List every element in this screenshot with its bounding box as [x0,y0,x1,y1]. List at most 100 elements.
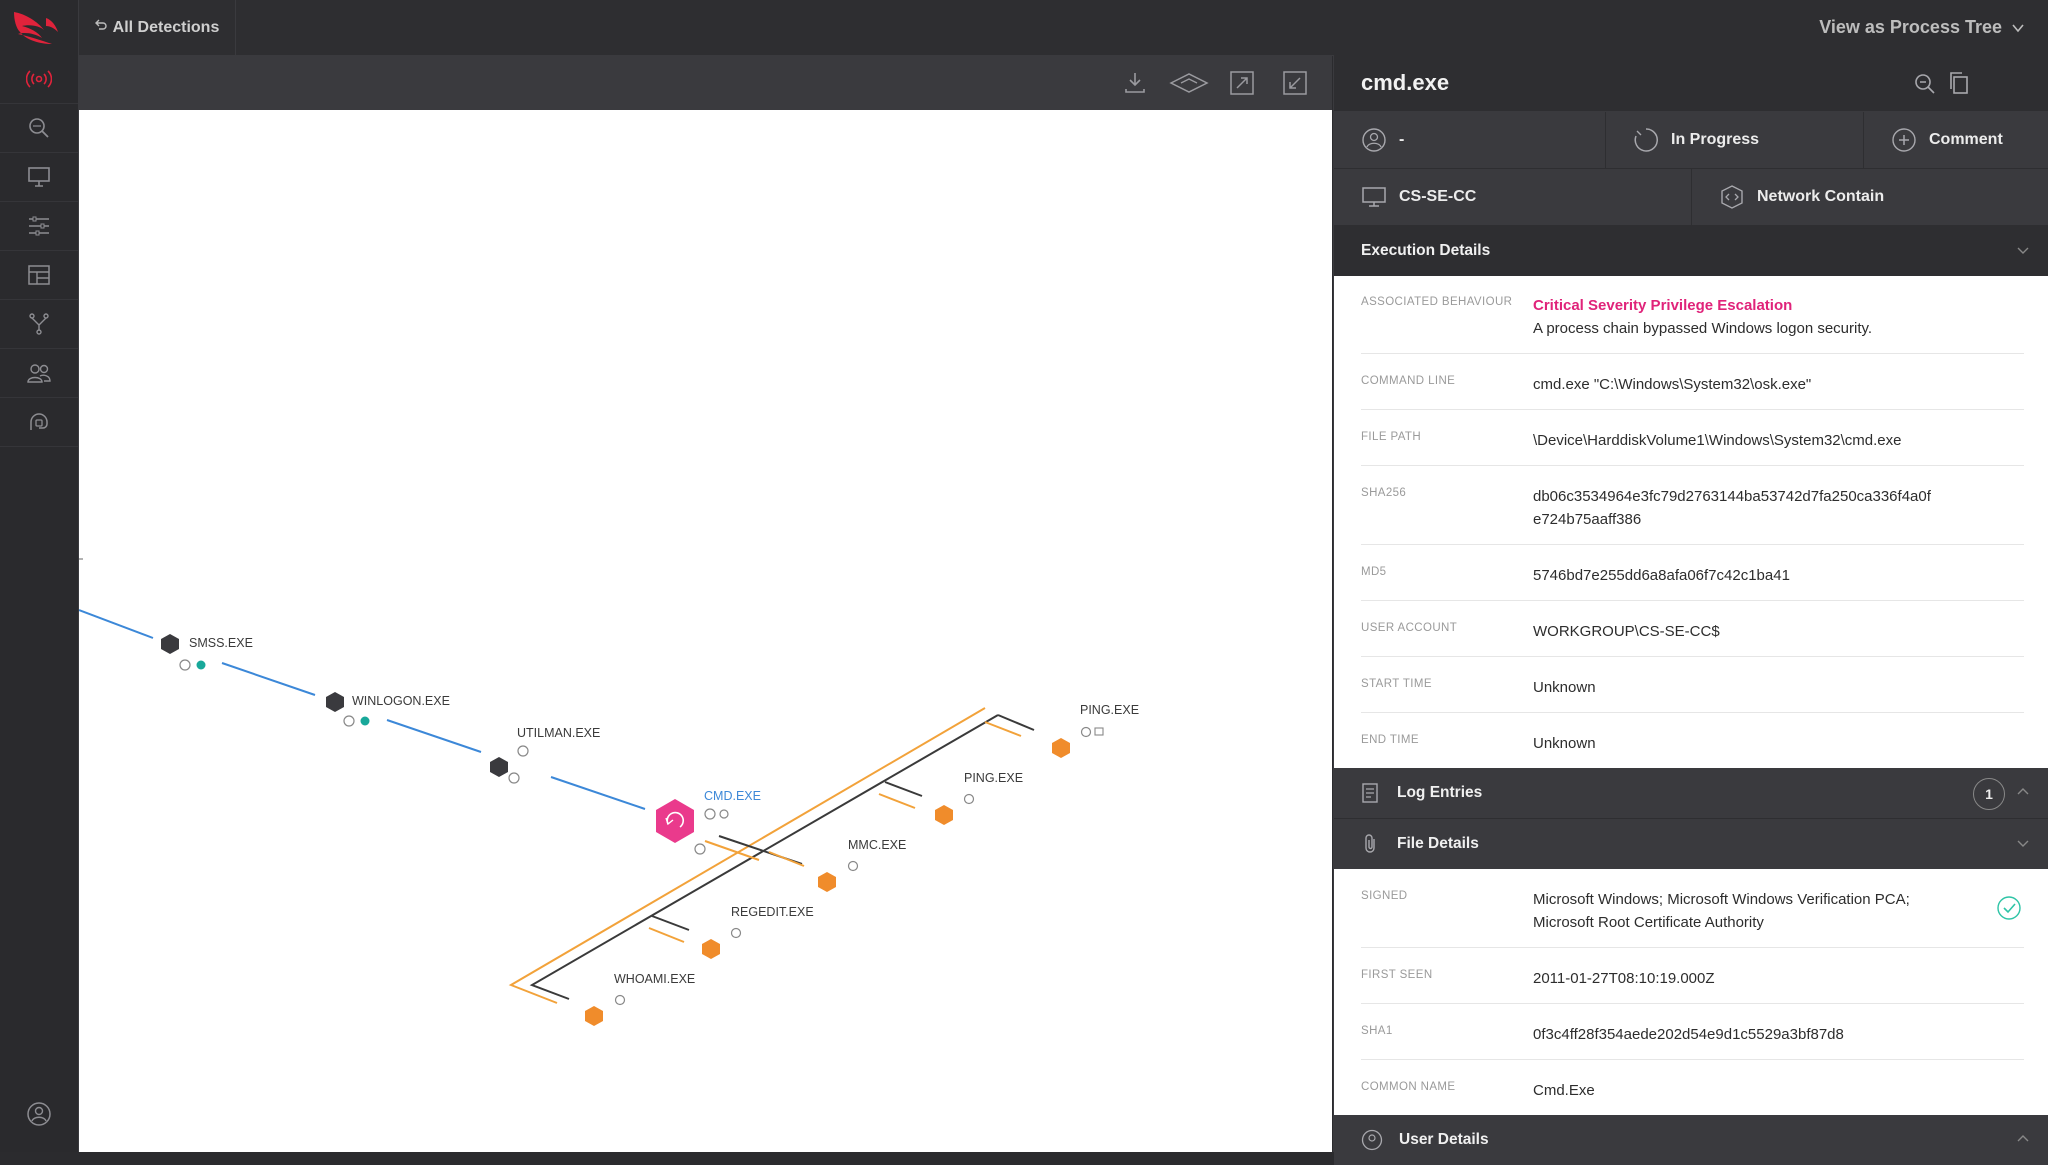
detail-value: WORKGROUP\CS-SE-CC$ [1533,623,1720,640]
sidebar-item-hosts[interactable] [0,153,78,202]
detail-key: SHA1 [1361,1025,1393,1037]
host-icon [28,167,50,187]
sidebar-item-investigate[interactable] [0,104,78,153]
detail-value: 2011-01-27T08:10:19.000Z [1533,970,1715,987]
detail-value[interactable]: db06c3534964e3fc79d2763144ba53742d7fa250… [1533,488,1931,528]
detail-key: MD5 [1361,566,1387,578]
sidebar-item-configuration[interactable] [0,202,78,251]
comment-button[interactable]: Comment [1864,112,2048,168]
detail-md5: MD5 5746bd7e255dd6a8afa06f7c42c1ba41 [1361,545,2024,601]
detail-sha1: SHA1 0f3c4ff28f354aede202d54e9d1c5529a3b… [1361,1004,2024,1060]
sidebar-item-account[interactable] [0,1090,78,1138]
detail-associated-behaviour: ASSOCIATED BEHAVIOUR Critical Severity P… [1361,276,2024,354]
download-icon[interactable] [1122,70,1148,96]
node-whoami-label: WHOAMI.EXE [614,972,695,986]
expand-icon[interactable] [1229,70,1255,96]
detail-user-account: USER ACCOUNT WORKGROUP\CS-SE-CC$ [1361,601,2024,657]
panel-title: cmd.exe [1361,70,1450,95]
node-regedit[interactable]: REGEDIT.EXE [702,905,814,959]
node-regedit-label: REGEDIT.EXE [731,905,814,919]
detail-key: ASSOCIATED BEHAVIOUR [1361,296,1513,308]
detail-first-seen: FIRST SEEN 2011-01-27T08:10:19.000Z [1361,948,2024,1004]
process-graph-canvas[interactable]: SMSS.EXE WINLOGON.EXE UTILMAN.EXE CMD.EX… [79,110,1332,1152]
detail-value: Microsoft Windows; Microsoft Windows Ver… [1533,891,1910,931]
panel-header: cmd.exe [1334,55,2048,112]
chevron-down-icon [2017,242,2029,260]
sidebar-item-support[interactable] [0,398,78,447]
top-bar: All Detections View as Process Tree [0,0,2048,56]
assignee-selector[interactable]: - [1334,112,1606,168]
search-icon [29,118,49,138]
view-as-dropdown[interactable]: View as Process Tree [1819,0,2024,55]
node-mmc[interactable]: MMC.EXE [818,838,906,892]
node-cmd-selected[interactable]: CMD.EXE [656,789,761,855]
activity-icon [26,70,52,88]
node-ping-1-label: PING.EXE [1080,703,1139,717]
detail-key: USER ACCOUNT [1361,622,1458,634]
detail-value[interactable]: 5746bd7e255dd6a8afa06f7c42c1ba41 [1533,567,1790,584]
child-links [508,707,1035,1004]
detail-start-time: START TIME Unknown [1361,657,2024,713]
sidebar-item-users[interactable] [0,349,78,398]
host-icon [1362,187,1386,207]
detail-value: Unknown [1533,735,1596,752]
sidebar-item-dashboards[interactable] [0,251,78,300]
back-arrow-icon [94,18,107,37]
chevron-up-icon [2017,1131,2029,1149]
detail-key: SIGNED [1361,890,1408,902]
zoom-search-icon[interactable] [1913,72,1937,101]
node-ping-2-label: PING.EXE [964,771,1023,785]
network-contain-label: Network Contain [1757,188,1885,205]
user-circle-icon [1362,128,1386,152]
log-entries-title: Log Entries [1397,784,1483,801]
execution-details-header[interactable]: Execution Details [1334,226,2048,276]
detail-value: \Device\HarddiskVolume1\Windows\System32… [1533,432,1902,449]
detail-key: COMMON NAME [1361,1081,1456,1093]
configure-icon [29,216,49,236]
detail-sha256: SHA256 db06c3534964e3fc79d2763144ba53742… [1361,466,2024,545]
status-selector[interactable]: In Progress [1606,112,1864,168]
status-value: In Progress [1671,131,1760,148]
layers-icon[interactable] [1169,70,1209,96]
host-link[interactable]: CS-SE-CC [1334,169,1692,225]
node-smss[interactable]: SMSS.EXE [161,634,253,671]
execution-details-body: ASSOCIATED BEHAVIOUR Critical Severity P… [1334,276,2048,768]
node-whoami[interactable]: WHOAMI.EXE [585,972,695,1026]
detail-key: START TIME [1361,678,1432,690]
node-ping-2[interactable]: PING.EXE [935,771,1023,825]
progress-icon [1634,128,1658,152]
node-ping-1[interactable]: PING.EXE [1052,703,1139,758]
node-winlogon[interactable]: WINLOGON.EXE [326,692,450,727]
link-utilman-cmd [550,776,646,810]
behaviour-link[interactable]: Critical Severity Privilege Escalation [1533,297,1793,314]
chevron-up-icon [2017,784,2029,802]
detail-common-name: COMMON NAME Cmd.Exe [1361,1060,2024,1115]
log-entries-header[interactable]: Log Entries 1 [1334,768,2048,818]
copy-icon[interactable] [1947,71,1971,100]
detail-value: cmd.exe "C:\Windows\System32\osk.exe" [1533,376,1812,393]
comment-label: Comment [1929,131,2003,148]
log-icon [1362,783,1378,803]
detail-end-time: END TIME Unknown [1361,713,2024,768]
fit-view-icon[interactable] [1282,70,1308,96]
all-detections-label: All Detections [112,18,220,36]
host-name: CS-SE-CC [1399,188,1477,205]
sidebar-item-activity[interactable] [0,55,78,104]
node-winlogon-label: WINLOGON.EXE [352,694,450,708]
network-contain-button[interactable]: Network Contain [1692,169,2048,225]
all-detections-link[interactable]: All Detections [79,0,236,55]
user-details-header[interactable]: User Details [1334,1115,2048,1165]
sidebar-item-workflows[interactable] [0,300,78,349]
add-comment-icon [1892,128,1916,152]
detail-key: FIRST SEEN [1361,969,1433,981]
detail-value[interactable]: 0f3c4ff28f354aede202d54e9d1c5529a3bf87d8 [1533,1026,1844,1043]
fork-icon [29,313,49,335]
users-icon [27,364,51,383]
detail-value: Cmd.Exe [1533,1082,1595,1099]
link-winlogon-utilman [386,719,482,753]
view-as-label: View as Process Tree [1819,17,2002,37]
file-details-header[interactable]: File Details [1334,818,2048,869]
falcon-logo-icon[interactable] [0,0,79,55]
node-utilman[interactable]: UTILMAN.EXE [490,726,600,784]
detail-key: SHA256 [1361,487,1407,499]
